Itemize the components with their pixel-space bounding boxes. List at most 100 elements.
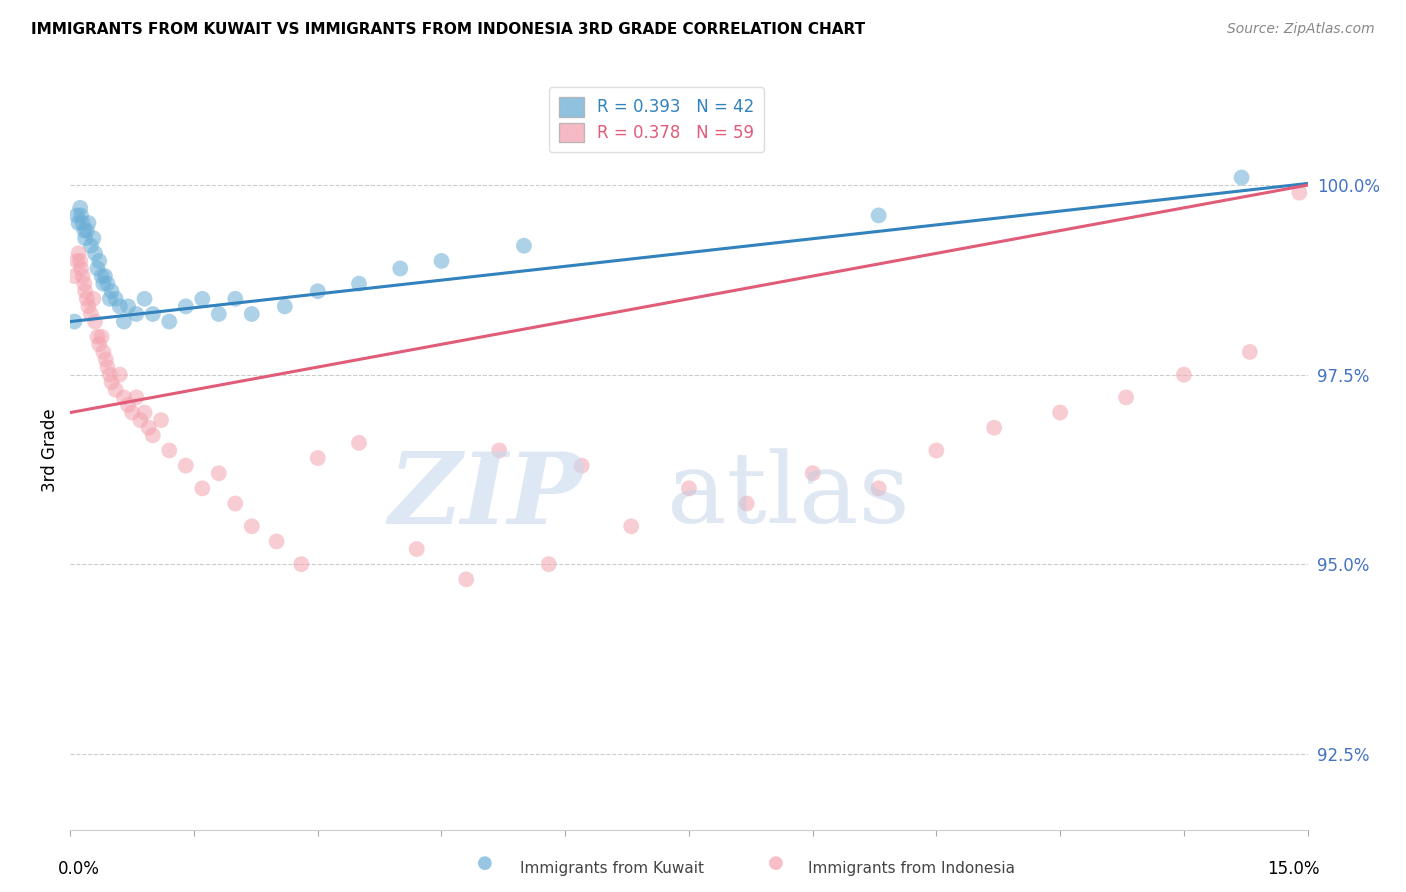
- Point: [240, 519, 263, 533]
- Text: ●: ●: [477, 855, 494, 872]
- Text: Immigrants from Kuwait: Immigrants from Kuwait: [520, 861, 704, 876]
- Point: [134, 406, 156, 420]
- Point: [76, 292, 98, 306]
- Point: [191, 292, 214, 306]
- Point: [66, 209, 89, 223]
- Point: [174, 458, 197, 473]
- Point: [89, 337, 111, 351]
- Point: [89, 254, 111, 268]
- Point: [69, 254, 91, 268]
- Point: [224, 292, 246, 306]
- Point: [620, 519, 643, 533]
- Point: [157, 314, 180, 328]
- Point: [1230, 170, 1253, 185]
- Point: [82, 292, 104, 306]
- Point: [63, 314, 86, 328]
- Point: [274, 300, 297, 314]
- Point: [191, 481, 214, 495]
- Point: [86, 330, 108, 344]
- Point: [307, 285, 329, 299]
- Point: [868, 481, 890, 495]
- Point: [125, 307, 148, 321]
- Point: [150, 413, 173, 427]
- Point: [1173, 368, 1195, 382]
- Point: [82, 231, 104, 245]
- Point: [513, 239, 536, 253]
- Point: [90, 330, 112, 344]
- Point: [73, 224, 96, 238]
- Point: [117, 398, 139, 412]
- Point: [67, 246, 90, 260]
- Point: [104, 292, 127, 306]
- Point: [98, 368, 121, 382]
- Point: [80, 239, 103, 253]
- Point: [983, 421, 1005, 435]
- Point: [100, 285, 122, 299]
- Text: IMMIGRANTS FROM KUWAIT VS IMMIGRANTS FROM INDONESIA 3RD GRADE CORRELATION CHART: IMMIGRANTS FROM KUWAIT VS IMMIGRANTS FRO…: [31, 22, 865, 37]
- Point: [347, 436, 370, 450]
- Point: [405, 541, 427, 556]
- Point: [91, 345, 114, 359]
- Point: [1288, 186, 1310, 200]
- Point: [80, 307, 103, 321]
- Point: [1049, 406, 1071, 420]
- Point: [801, 467, 824, 481]
- Text: ●: ●: [768, 855, 785, 872]
- Point: [63, 269, 86, 284]
- Point: [67, 216, 90, 230]
- Point: [117, 300, 139, 314]
- Point: [1115, 391, 1137, 405]
- Point: [488, 443, 510, 458]
- Point: [430, 254, 453, 268]
- Point: [77, 216, 100, 230]
- Point: [925, 443, 948, 458]
- Point: [112, 391, 135, 405]
- Point: [307, 450, 329, 465]
- Text: ZIP: ZIP: [389, 448, 583, 544]
- Point: [142, 428, 165, 442]
- Point: [108, 300, 131, 314]
- Point: [456, 573, 478, 587]
- Text: Source: ZipAtlas.com: Source: ZipAtlas.com: [1227, 22, 1375, 37]
- Point: [96, 277, 118, 291]
- Point: [70, 261, 93, 276]
- Point: [678, 481, 700, 495]
- Point: [98, 292, 121, 306]
- Text: atlas: atlas: [666, 448, 910, 544]
- Point: [75, 285, 97, 299]
- Point: [240, 307, 263, 321]
- Point: [537, 558, 560, 572]
- Point: [66, 254, 89, 268]
- Text: 15.0%: 15.0%: [1267, 860, 1320, 878]
- Point: [735, 497, 758, 511]
- Point: [84, 246, 107, 260]
- Point: [104, 383, 127, 397]
- Point: [134, 292, 156, 306]
- Point: [347, 277, 370, 291]
- Point: [91, 277, 114, 291]
- Point: [142, 307, 165, 321]
- Text: Immigrants from Indonesia: Immigrants from Indonesia: [808, 861, 1015, 876]
- Point: [100, 375, 122, 389]
- Point: [72, 269, 94, 284]
- Point: [290, 558, 312, 572]
- Point: [174, 300, 197, 314]
- Legend: R = 0.393   N = 42, R = 0.378   N = 59: R = 0.393 N = 42, R = 0.378 N = 59: [548, 87, 765, 153]
- Point: [571, 458, 593, 473]
- Point: [76, 224, 98, 238]
- Point: [84, 314, 107, 328]
- Point: [112, 314, 135, 328]
- Point: [73, 277, 96, 291]
- Point: [208, 467, 231, 481]
- Point: [868, 209, 890, 223]
- Point: [69, 201, 91, 215]
- Point: [70, 209, 93, 223]
- Y-axis label: 3rd Grade: 3rd Grade: [41, 409, 59, 492]
- Text: 0.0%: 0.0%: [58, 860, 100, 878]
- Point: [75, 231, 97, 245]
- Point: [224, 497, 246, 511]
- Point: [208, 307, 231, 321]
- Point: [125, 391, 148, 405]
- Point: [138, 421, 160, 435]
- Point: [389, 261, 412, 276]
